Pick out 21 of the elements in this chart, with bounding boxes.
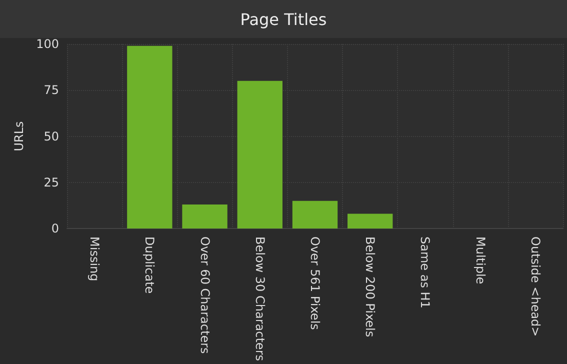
bar <box>292 200 338 228</box>
bar <box>182 204 228 228</box>
x-tick-label: Outside <head> <box>528 236 542 337</box>
x-tick-label: Below 30 Characters <box>252 236 267 361</box>
y-axis-title: URLs <box>12 121 26 152</box>
chart-title: Page Titles <box>0 0 567 38</box>
bar <box>348 214 393 228</box>
x-tick-label: Below 200 Pixels <box>363 236 378 338</box>
y-tick-label: 50 <box>44 129 59 144</box>
x-tick-label: Missing <box>88 236 102 282</box>
x-tick-label: Over 561 Pixels <box>308 236 322 330</box>
x-tick-label: Same as H1 <box>418 236 432 308</box>
x-tick-label: Over 60 Characters <box>198 236 212 354</box>
y-tick-label: 25 <box>44 175 59 190</box>
bar <box>237 80 282 228</box>
bar <box>127 46 172 228</box>
x-tick-label: Duplicate <box>142 236 157 294</box>
y-tick-label: 75 <box>44 83 59 98</box>
y-tick-label: 100 <box>36 37 59 51</box>
y-tick-label: 0 <box>51 222 59 236</box>
x-tick-label: Multiple <box>473 236 488 284</box>
